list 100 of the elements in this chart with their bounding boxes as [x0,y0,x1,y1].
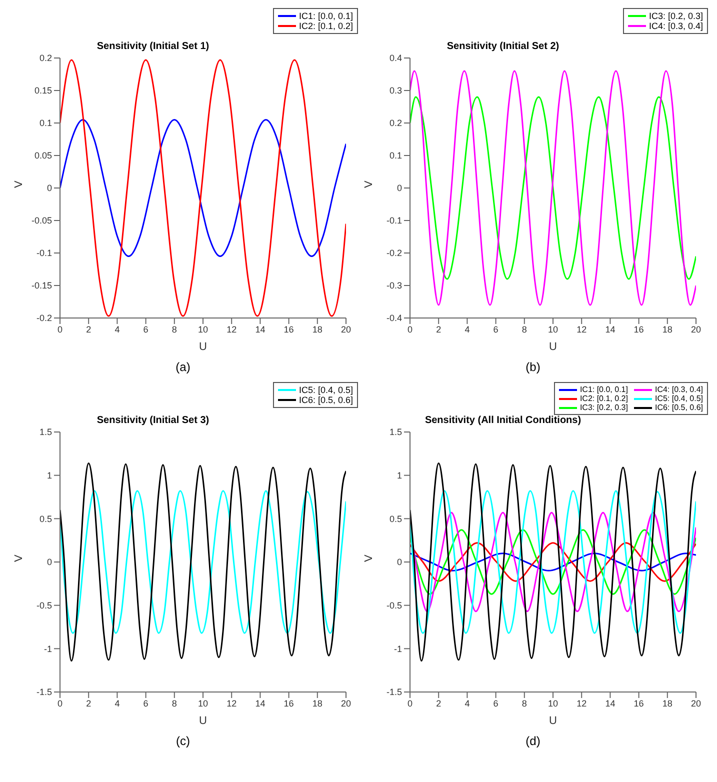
y-tick-label: -0.1 [36,248,52,258]
x-tick-label: 10 [198,324,208,334]
chart-title: Sensitivity (Initial Set 3) [96,415,210,426]
legend-label: IC6: [0.5, 0.6] [298,395,353,405]
y-tick-label: 0 [46,183,52,194]
y-tick-label: -0.15 [31,280,52,291]
x-tick-label: 0 [407,324,413,334]
y-tick-label: 0 [396,557,402,568]
x-tick-label: 6 [143,324,148,334]
y-tick-label: 0.4 [389,53,402,64]
x-tick-label: 16 [634,698,644,708]
x-tick-label: 16 [634,324,644,334]
line-series [410,552,696,572]
text: (b) [526,360,540,374]
text: (d) [526,734,540,748]
x-tick-label: 18 [312,698,322,708]
x-tick-label: 2 [86,324,92,334]
y-tick-label: -1 [44,644,52,654]
y-tick-label: -0.4 [386,313,402,324]
x-tick-label: 8 [172,698,177,708]
text: (c) [176,734,190,748]
y-tick-label: 0.5 [39,514,52,524]
y-tick-label: 0.2 [389,118,402,128]
line-series [410,70,696,306]
x-tick-label: 12 [576,698,587,708]
y-tick-label: -1.5 [36,687,52,698]
line-series [60,462,346,662]
legend-label: IC2: [0.1, 0.2] [298,21,353,31]
x-tick-label: 0 [407,698,413,708]
y-tick-label: 1.5 [39,427,52,438]
y-tick-label: 1 [396,470,402,481]
y-tick-label: -0.05 [31,216,52,226]
text: (a) [176,360,190,374]
x-tick-label: 18 [662,324,672,334]
x-tick-label: 10 [548,698,558,708]
line-series [410,462,696,662]
y-tick-label: -0.5 [36,600,52,611]
x-tick-label: 2 [86,698,92,708]
y-tick-label: 0.1 [389,150,402,161]
y-tick-label: 1 [46,470,52,481]
y-tick-label: -1 [394,644,402,654]
y-tick-label: 0.5 [389,514,402,524]
x-tick-label: 10 [198,698,208,708]
y-tick-label: -0.2 [386,248,402,258]
x-tick-label: 14 [605,698,616,708]
x-tick-label: 12 [576,324,587,334]
x-tick-label: 12 [226,324,237,334]
legend-label: IC3: [0.2, 0.3] [580,403,628,412]
x-tick-label: 20 [690,324,702,334]
x-tick-label: 16 [284,324,294,334]
legend-label: IC4: [0.3, 0.4] [648,21,703,31]
x-tick-label: 8 [522,698,527,708]
y-axis-title: V [362,554,375,562]
x-tick-label: 6 [143,698,148,708]
line-series [60,119,346,257]
legend-label: IC4: [0.3, 0.4] [654,385,703,394]
y-axis-title: V [12,180,25,188]
line-series [410,542,696,582]
y-tick-label: 0.1 [39,118,52,128]
chart-title: Sensitivity (Initial Set 2) [446,41,560,52]
line-series [60,490,346,634]
x-tick-label: 2 [436,324,442,334]
y-tick-label: 0 [396,183,402,194]
line-series [410,529,696,595]
x-tick-label: 4 [464,698,470,708]
y-tick-label: -0.2 [36,313,52,324]
legend-label: IC1: [0.0, 0.1] [580,385,628,394]
y-axis-title: V [12,554,25,562]
legend-label: IC5: [0.4, 0.5] [298,385,353,395]
x-tick-label: 16 [284,698,294,708]
x-tick-label: 14 [255,698,266,708]
x-axis-title: U [199,715,208,727]
x-tick-label: 14 [255,324,266,334]
chart-title: Sensitivity (All Initial Conditions) [424,415,582,426]
y-tick-label: 0.2 [39,53,52,64]
x-axis-title: U [549,715,558,727]
line-series [410,96,696,280]
x-tick-label: 6 [493,698,498,708]
legend-label: IC1: [0.0, 0.1] [298,11,353,21]
y-tick-label: 0.15 [34,86,52,96]
x-tick-label: 4 [114,698,120,708]
y-tick-label: 0 [46,557,52,568]
x-tick-label: 14 [605,324,616,334]
y-tick-label: 1.5 [389,427,402,438]
x-tick-label: 2 [436,698,442,708]
y-tick-label: 0.3 [389,86,402,96]
y-tick-label: -0.5 [386,600,402,611]
y-tick-label: -1.5 [386,687,402,698]
x-tick-label: 20 [340,324,352,334]
x-tick-label: 20 [690,698,702,708]
x-tick-label: 4 [464,324,470,334]
chart-title: Sensitivity (Initial Set 1) [96,41,210,52]
y-tick-label: -0.3 [386,280,402,291]
x-tick-label: 18 [662,698,672,708]
x-tick-label: 0 [57,698,63,708]
x-tick-label: 18 [312,324,322,334]
legend-label: IC5: [0.4, 0.5] [654,394,703,403]
x-tick-label: 4 [114,324,120,334]
x-tick-label: 8 [172,324,177,334]
x-tick-label: 8 [522,324,527,334]
